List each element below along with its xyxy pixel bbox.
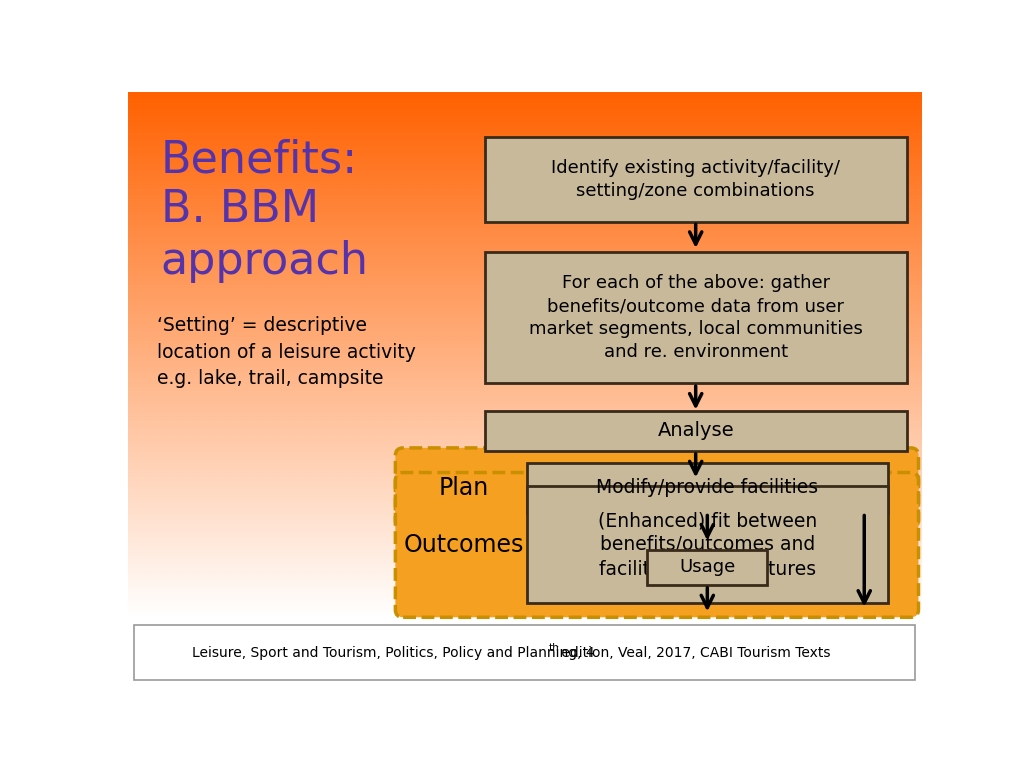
Text: Leisure, Sport and Tourism, Politics, Policy and Planning, 4: Leisure, Sport and Tourism, Politics, Po…	[191, 646, 594, 660]
FancyBboxPatch shape	[484, 411, 907, 451]
Text: th: th	[549, 643, 559, 653]
Text: For each of the above: gather
benefits/outcome data from user
market segments, l: For each of the above: gather benefits/o…	[528, 274, 862, 361]
Text: (Enhanced) fit between
benefits/outcomes and
facility/setting features: (Enhanced) fit between benefits/outcomes…	[598, 511, 817, 578]
Text: approach: approach	[161, 240, 369, 283]
Text: Outcomes: Outcomes	[403, 533, 523, 557]
FancyBboxPatch shape	[134, 625, 915, 680]
FancyBboxPatch shape	[484, 137, 907, 221]
Text: edition, Veal, 2017, CABI Tourism Texts: edition, Veal, 2017, CABI Tourism Texts	[557, 646, 830, 660]
FancyBboxPatch shape	[395, 472, 919, 617]
Text: Modify/provide facilities: Modify/provide facilities	[596, 478, 818, 498]
Text: Identify existing activity/facility/
setting/zone combinations: Identify existing activity/facility/ set…	[551, 159, 840, 200]
Text: Analyse: Analyse	[657, 422, 734, 441]
Text: B. BBM: B. BBM	[161, 188, 318, 231]
FancyBboxPatch shape	[484, 253, 907, 383]
Text: ‘Setting’ = descriptive
location of a leisure activity
e.g. lake, trail, campsit: ‘Setting’ = descriptive location of a le…	[158, 316, 417, 389]
FancyBboxPatch shape	[647, 550, 767, 585]
FancyBboxPatch shape	[395, 448, 919, 528]
Bar	[128, 616, 922, 684]
Text: Benefits:: Benefits:	[161, 138, 357, 181]
FancyBboxPatch shape	[527, 486, 888, 604]
FancyBboxPatch shape	[527, 463, 888, 512]
Text: Plan: Plan	[438, 476, 488, 500]
Text: Usage: Usage	[679, 558, 735, 576]
